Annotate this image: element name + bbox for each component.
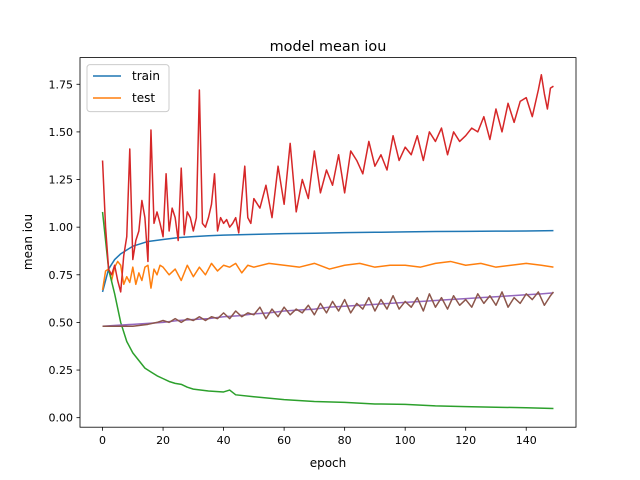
x-tick-label: 20 [156,434,170,447]
plot-area [80,57,576,428]
series-line-test [101,260,554,291]
x-tick-label: 40 [217,434,231,447]
x-axis-ticks: 0 20 40 60 80 100 120 140 [99,427,537,447]
series-line-unlabeled-3 [101,74,554,293]
series-line-unlabeled-2 [101,211,554,410]
y-tick-label: 1.25 [49,174,74,187]
x-axis-label: epoch [310,456,347,470]
legend-train-label: train [132,69,160,83]
series-line-train [101,229,554,293]
series-layer [101,74,555,410]
x-tick-label: 120 [455,434,476,447]
x-tick-label: 100 [395,434,416,447]
y-axis-label: mean iou [21,214,35,270]
legend: train test [86,64,170,113]
y-axis-ticks: 0.00 0.25 0.50 0.75 1.00 1.25 1.50 1.75 [49,78,80,425]
y-tick-label: 0.25 [49,364,74,377]
x-tick-label: 140 [516,434,537,447]
y-tick-label: 0.75 [49,269,74,282]
y-tick-label: 1.50 [49,126,74,139]
chart-title: model mean iou [270,39,387,55]
x-tick-label: 0 [99,434,106,447]
x-tick-label: 60 [277,434,291,447]
x-tick-label: 80 [338,434,352,447]
y-tick-label: 0.50 [49,316,74,329]
y-tick-label: 1.75 [49,78,74,91]
axes-frame [79,57,577,428]
series-line-unlabeled-5 [102,291,555,327]
legend-test-label: test [132,91,155,105]
y-tick-label: 1.00 [49,221,74,234]
y-tick-label: 0.00 [49,412,74,425]
